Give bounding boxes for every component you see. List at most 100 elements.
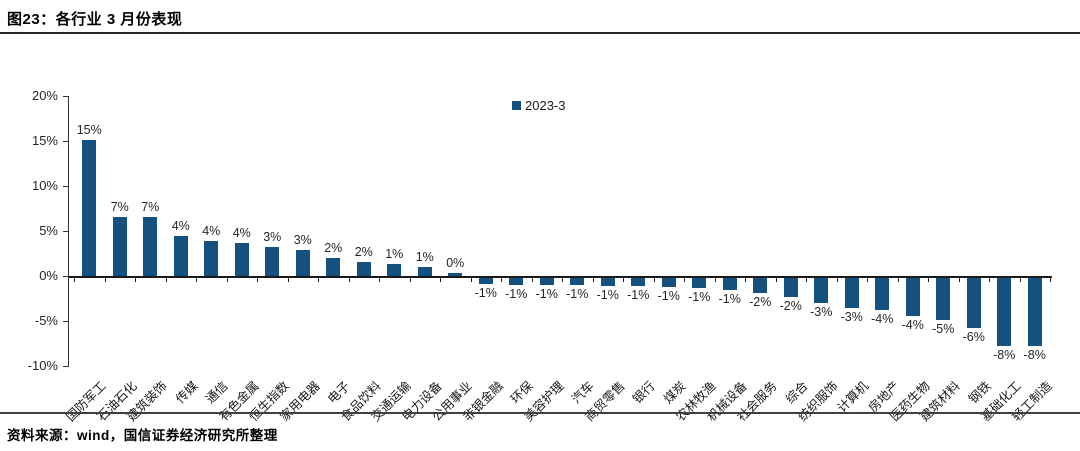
x-tick — [775, 278, 777, 282]
x-tick — [287, 278, 289, 282]
x-tick — [74, 278, 75, 282]
bar-食品饮料 — [356, 261, 371, 276]
x-tick — [470, 278, 472, 282]
x-tick — [623, 278, 624, 282]
x-tick — [135, 278, 136, 282]
x-tick — [653, 278, 655, 282]
x-tick — [257, 278, 258, 282]
y-tick-label: -10% — [27, 358, 58, 373]
x-tick — [806, 278, 807, 282]
bar-国防军工 — [82, 140, 97, 276]
bar-value-label: 0% — [446, 256, 465, 271]
x-tick — [958, 278, 960, 282]
bar-value-label: 2% — [354, 244, 373, 259]
bar-value-label: -1% — [718, 291, 741, 306]
bar-农林牧渔 — [692, 278, 707, 288]
bar-value-label: -1% — [627, 288, 650, 303]
x-category-label: 传媒 — [172, 378, 201, 407]
x-tick — [318, 278, 319, 282]
zero-axis — [68, 276, 1052, 278]
bar-社会服务 — [753, 278, 768, 294]
bar-value-label: 7% — [110, 199, 129, 214]
bar-value-label: -6% — [962, 330, 985, 345]
x-tick — [562, 278, 563, 282]
bar-value-label: 7% — [141, 199, 160, 214]
bar-公用事业 — [448, 273, 463, 276]
x-tick — [226, 278, 228, 282]
bar-value-label: -8% — [993, 348, 1016, 363]
y-axis — [68, 96, 69, 367]
bar-value-label: 4% — [171, 218, 190, 233]
legend-label: 2023-3 — [525, 98, 566, 113]
bar-计算机 — [844, 278, 859, 308]
x-tick — [379, 278, 380, 282]
bar-value-label: 2% — [324, 241, 343, 255]
x-tick — [165, 278, 167, 282]
bar-value-label: -1% — [505, 286, 528, 301]
x-tick — [714, 278, 716, 282]
bar-轻工制造 — [1027, 278, 1042, 347]
chart-legend: 2023-3 — [512, 98, 565, 113]
y-tick — [63, 96, 68, 97]
x-tick — [409, 278, 411, 282]
bar-石油石化 — [112, 216, 127, 276]
bar-value-label: -8% — [1023, 348, 1046, 363]
y-tick-label: 20% — [31, 88, 58, 103]
x-tick — [1019, 278, 1021, 282]
bar-建筑装饰 — [143, 216, 158, 276]
bar-value-label: -1% — [566, 287, 589, 302]
footer-divider — [0, 412, 1080, 414]
x-tick — [684, 278, 685, 282]
x-tick — [897, 278, 899, 282]
bar-value-label: -4% — [871, 312, 894, 327]
bar-商贸零售 — [600, 278, 615, 286]
bar-恒生指数 — [265, 247, 280, 276]
bar-汽车 — [570, 278, 585, 286]
bar-value-label: 1% — [385, 247, 404, 262]
bar-建筑材料 — [936, 278, 951, 321]
bar-综合 — [783, 278, 798, 297]
bar-传媒 — [173, 235, 188, 276]
x-tick — [531, 278, 533, 282]
title-divider — [0, 32, 1080, 34]
bar-交通运输 — [387, 264, 402, 276]
y-tick-label: 0% — [39, 268, 58, 283]
bar-基础化工 — [997, 278, 1012, 347]
bar-value-label: -1% — [474, 286, 497, 301]
figure-title: 图23：各行业 3 月份表现 — [7, 11, 183, 28]
bar-电力设备 — [417, 267, 432, 276]
x-tick — [440, 278, 441, 282]
y-tick — [63, 276, 68, 277]
x-tick — [745, 278, 746, 282]
bar-value-label: 4% — [202, 223, 221, 238]
x-tick — [928, 278, 929, 282]
x-tick — [104, 278, 106, 282]
bar-value-label: 4% — [232, 225, 251, 240]
y-tick-label: -5% — [34, 313, 58, 328]
bar-value-label: -5% — [932, 322, 955, 337]
bar-房地产 — [875, 278, 890, 311]
bar-value-label: 3% — [293, 232, 312, 247]
bar-value-label: -4% — [901, 317, 924, 332]
y-tick — [63, 231, 68, 232]
bar-value-label: 1% — [415, 250, 434, 265]
bar-钢铁 — [966, 278, 981, 329]
x-tick — [501, 278, 502, 282]
y-tick-label: 15% — [31, 133, 58, 148]
y-tick — [63, 321, 68, 322]
x-category-label: 计算机 — [835, 378, 872, 416]
x-category-label: 银行 — [630, 378, 658, 407]
y-tick-label: 5% — [39, 223, 58, 238]
y-tick-label: 10% — [31, 178, 58, 193]
bar-value-label: -1% — [596, 287, 619, 302]
bar-chart: 2023-3 20% 15% 10% 5% 0% -5% -10% 15% 国防军工 7% 石油石化… — [0, 36, 1080, 424]
bar-医药生物 — [905, 278, 920, 316]
bar-有色金属 — [234, 242, 249, 276]
bar-美容护理 — [539, 278, 554, 286]
y-tick — [63, 186, 68, 187]
y-tick — [63, 141, 68, 142]
x-tick — [836, 278, 838, 282]
x-tick — [989, 278, 990, 282]
bar-value-label: -2% — [749, 295, 772, 310]
